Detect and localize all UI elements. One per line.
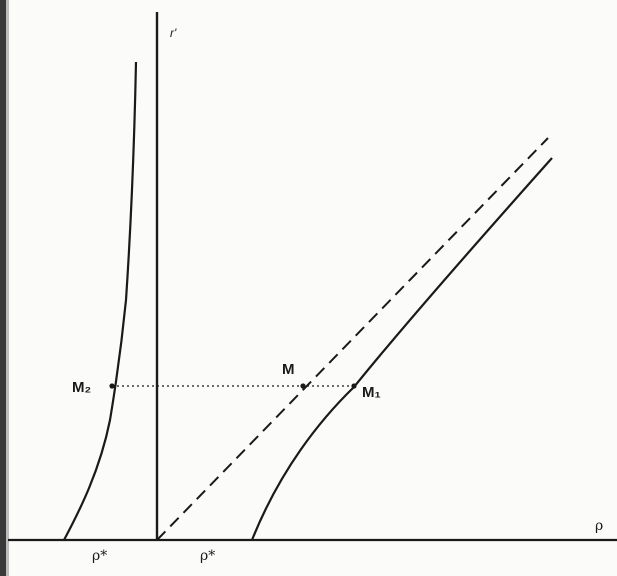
right-curve (250, 157, 553, 541)
point-m-label: M (282, 361, 295, 378)
left-border (0, 0, 6, 576)
tick-label-right: ρ* (200, 548, 215, 564)
point-m2-marker (109, 383, 115, 389)
point-m1-label: M₁ (362, 384, 381, 401)
point-m-marker (300, 383, 306, 389)
horizontal-axis-label: ρ (595, 518, 603, 534)
tick-label-left: ρ* (92, 548, 107, 564)
vertical-axis-label: r' (170, 26, 177, 40)
left-border-shade (6, 0, 9, 576)
dashed-asymptote (156, 137, 549, 541)
point-m2-label: M₂ (72, 379, 91, 396)
left-curve (63, 61, 138, 541)
point-m1-marker (351, 383, 357, 389)
